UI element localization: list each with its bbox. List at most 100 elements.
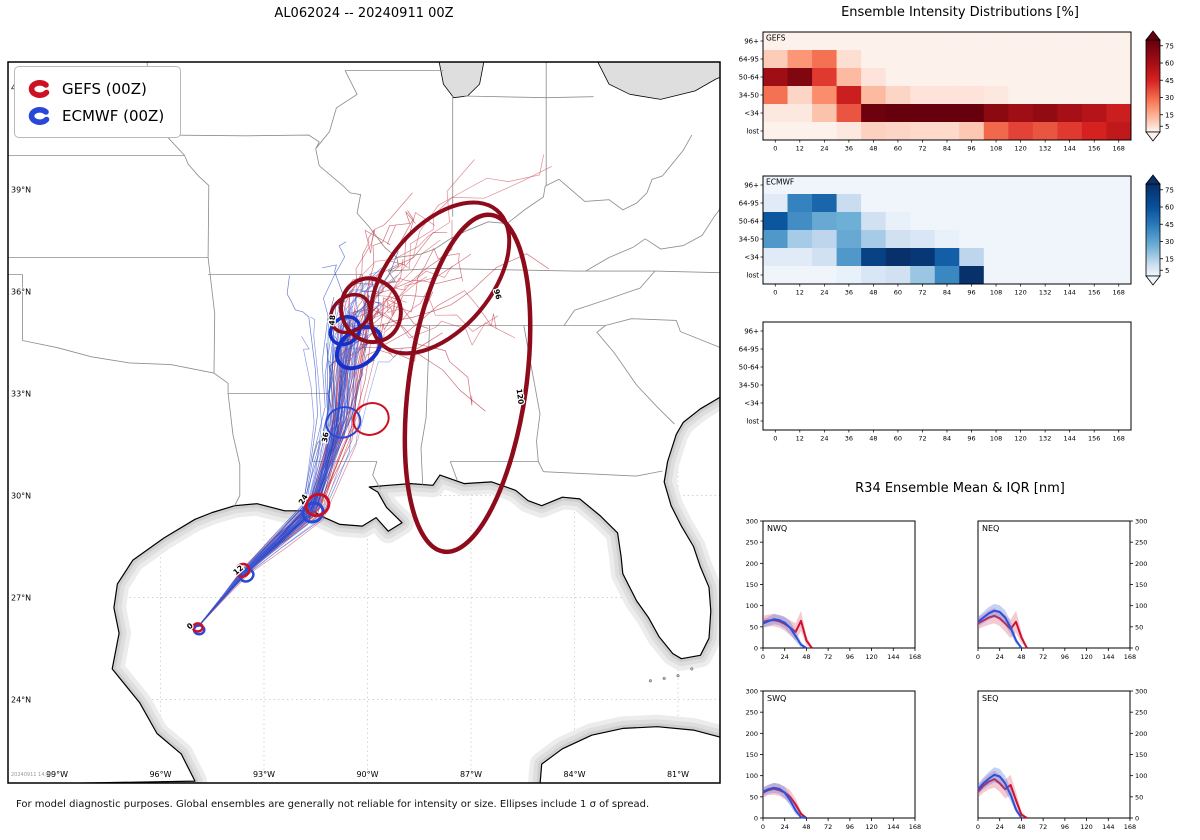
svg-text:120: 120 xyxy=(1014,435,1026,443)
svg-text:ECMWF: ECMWF xyxy=(766,178,794,187)
svg-text:lost: lost xyxy=(746,418,759,426)
svg-text:0: 0 xyxy=(976,653,980,661)
svg-text:5: 5 xyxy=(1165,123,1169,131)
svg-text:30: 30 xyxy=(1165,238,1174,246)
legend-label-ecmwf: ECMWF (00Z) xyxy=(62,106,165,125)
svg-text:0: 0 xyxy=(754,815,758,823)
svg-text:64-95: 64-95 xyxy=(739,200,759,208)
svg-text:120: 120 xyxy=(514,388,525,405)
svg-text:156: 156 xyxy=(1088,145,1100,153)
svg-text:200: 200 xyxy=(1135,560,1147,568)
svg-text:0: 0 xyxy=(773,435,777,443)
ecmwf-track-icon xyxy=(28,106,50,125)
gefs-track-icon xyxy=(28,79,50,98)
svg-text:75: 75 xyxy=(1165,42,1174,50)
svg-text:12: 12 xyxy=(796,145,804,153)
svg-text:lost: lost xyxy=(746,128,759,136)
svg-text:150: 150 xyxy=(746,751,758,759)
svg-text:120: 120 xyxy=(865,823,877,831)
svg-text:300: 300 xyxy=(746,688,758,696)
svg-text:30°N: 30°N xyxy=(11,492,31,501)
svg-text:81°W: 81°W xyxy=(667,770,689,779)
svg-text:24: 24 xyxy=(781,653,789,661)
svg-text:24: 24 xyxy=(820,145,828,153)
svg-text:24: 24 xyxy=(996,653,1004,661)
svg-text:SEQ: SEQ xyxy=(982,694,998,703)
timestamp: 20240911 14:06 xyxy=(11,772,53,778)
svg-text:200: 200 xyxy=(746,560,758,568)
svg-text:96: 96 xyxy=(967,435,975,443)
svg-text:96: 96 xyxy=(1061,823,1069,831)
intensity-title: Ensemble Intensity Distributions [%] xyxy=(841,5,1079,20)
svg-text:34-50: 34-50 xyxy=(739,92,759,100)
svg-text:5: 5 xyxy=(1165,267,1169,275)
svg-text:250: 250 xyxy=(1135,539,1147,547)
svg-text:144: 144 xyxy=(1102,823,1114,831)
svg-text:300: 300 xyxy=(1135,688,1147,696)
svg-text:120: 120 xyxy=(1080,823,1092,831)
svg-text:36: 36 xyxy=(845,435,853,443)
svg-text:84: 84 xyxy=(943,145,951,153)
svg-text:120: 120 xyxy=(1014,289,1026,297)
svg-text:72: 72 xyxy=(1039,823,1047,831)
svg-text:0: 0 xyxy=(1135,645,1139,653)
svg-text:144: 144 xyxy=(887,653,899,661)
ecmwf-heatmap: 96+ 64-95 50-64 34-50 <34 lost 0 12 24 36 48 60 72 84… xyxy=(739,175,1132,297)
svg-text:48: 48 xyxy=(802,653,810,661)
svg-text:36: 36 xyxy=(845,289,853,297)
gefs-sigma-ellipses xyxy=(191,200,533,633)
r34-panel-seq: 0 50 100 150 200 250 300 0 24 48 72 96 120 144 168 SEQ xyxy=(976,688,1147,832)
svg-text:144: 144 xyxy=(1063,435,1075,443)
svg-text:168: 168 xyxy=(1113,435,1125,443)
r34-panel-nwq: 0 50 100 150 200 250 300 0 24 48 72 96 120 144 168 NWQ xyxy=(746,518,922,662)
svg-text:96: 96 xyxy=(846,823,854,831)
svg-text:15: 15 xyxy=(1165,111,1174,119)
svg-text:90°W: 90°W xyxy=(356,770,378,779)
svg-text:250: 250 xyxy=(746,709,758,717)
svg-text:250: 250 xyxy=(1135,709,1147,717)
svg-text:48: 48 xyxy=(869,435,877,443)
ecmwf-sigma-ellipses xyxy=(192,315,383,636)
svg-text:0: 0 xyxy=(1135,815,1139,823)
svg-text:64-95: 64-95 xyxy=(739,346,759,354)
legend-label-gefs: GEFS (00Z) xyxy=(62,79,147,98)
svg-text:84°W: 84°W xyxy=(563,770,585,779)
svg-text:<34: <34 xyxy=(744,110,759,118)
legend-item-ecmwf: ECMWF (00Z) xyxy=(25,102,164,129)
svg-text:300: 300 xyxy=(746,518,758,526)
map-title: AL062024 -- 20240911 00Z xyxy=(274,6,454,21)
svg-text:48: 48 xyxy=(869,289,877,297)
svg-text:108: 108 xyxy=(990,435,1002,443)
svg-text:96+: 96+ xyxy=(744,328,759,336)
svg-text:34-50: 34-50 xyxy=(739,382,759,390)
svg-text:100: 100 xyxy=(746,772,758,780)
svg-text:60: 60 xyxy=(1165,204,1174,212)
svg-text:168: 168 xyxy=(1124,823,1136,831)
svg-text:<34: <34 xyxy=(744,400,759,408)
svg-text:144: 144 xyxy=(1102,653,1114,661)
svg-text:GEFS: GEFS xyxy=(766,34,786,43)
svg-text:132: 132 xyxy=(1039,289,1051,297)
svg-text:100: 100 xyxy=(1135,602,1147,610)
svg-text:NEQ: NEQ xyxy=(982,524,999,533)
svg-text:168: 168 xyxy=(909,653,921,661)
svg-text:12: 12 xyxy=(796,435,804,443)
svg-text:50: 50 xyxy=(750,623,758,631)
r34-panel-neq: 0 50 100 150 200 250 300 0 24 48 72 96 120 144 168 NEQ xyxy=(976,518,1147,662)
svg-text:0: 0 xyxy=(773,145,777,153)
svg-text:108: 108 xyxy=(990,289,1002,297)
svg-text:27°N: 27°N xyxy=(11,594,31,603)
svg-text:96°W: 96°W xyxy=(149,770,171,779)
svg-text:39°N: 39°N xyxy=(11,186,31,195)
svg-text:0: 0 xyxy=(754,645,758,653)
svg-text:64-95: 64-95 xyxy=(739,56,759,64)
svg-text:156: 156 xyxy=(1088,289,1100,297)
svg-text:60: 60 xyxy=(894,435,902,443)
svg-text:60: 60 xyxy=(894,289,902,297)
svg-text:120: 120 xyxy=(1014,145,1026,153)
svg-text:36: 36 xyxy=(320,431,331,443)
svg-text:48: 48 xyxy=(1017,823,1025,831)
svg-text:24: 24 xyxy=(820,289,828,297)
